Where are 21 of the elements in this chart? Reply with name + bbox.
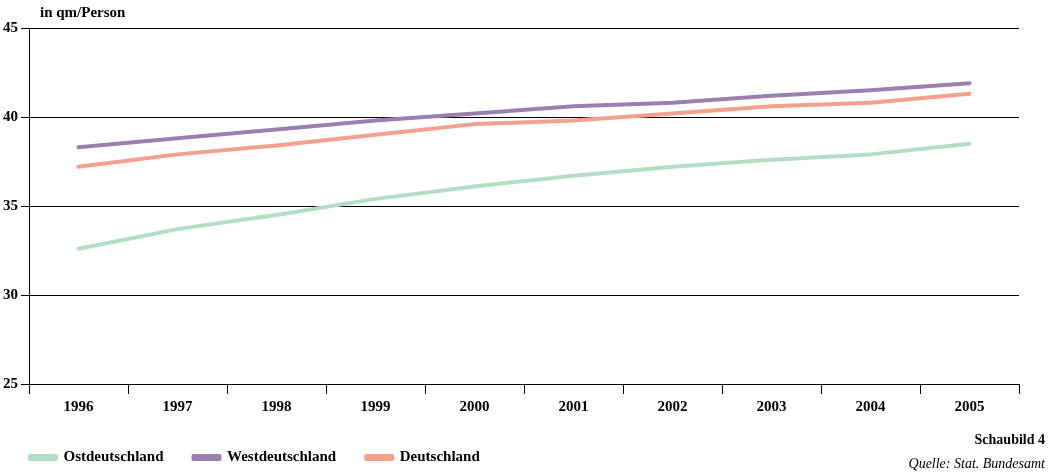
y-tick-label: 45 bbox=[3, 18, 18, 35]
source-note: Quelle: Stat. Bundesamt bbox=[908, 456, 1045, 472]
legend-label: Ostdeutschland bbox=[63, 448, 165, 465]
x-tick-label: 2002 bbox=[657, 397, 688, 414]
x-tick-label: 2000 bbox=[459, 397, 490, 414]
y-tick-label: 25 bbox=[3, 374, 18, 391]
y-axis-title: in qm/Person bbox=[40, 4, 126, 21]
x-tick-label: 2004 bbox=[855, 397, 886, 414]
y-tick-label: 40 bbox=[3, 107, 18, 124]
text: Schaubild 4 bbox=[974, 432, 1045, 448]
x-tick-label: 1997 bbox=[162, 397, 193, 414]
x-tick-label: 1998 bbox=[261, 397, 292, 414]
x-tick-label: 1999 bbox=[360, 397, 391, 414]
x-tick-label: 2005 bbox=[954, 397, 985, 414]
x-tick-label: 2003 bbox=[756, 397, 787, 414]
legend-label: Westdeutschland bbox=[227, 448, 337, 465]
x-tick-label: 2001 bbox=[558, 397, 589, 414]
x-tick-label: 1996 bbox=[63, 397, 94, 414]
y-tick-label: 35 bbox=[3, 196, 18, 213]
legend-label: Deutschland bbox=[399, 448, 481, 465]
y-tick-label: 30 bbox=[3, 285, 18, 302]
